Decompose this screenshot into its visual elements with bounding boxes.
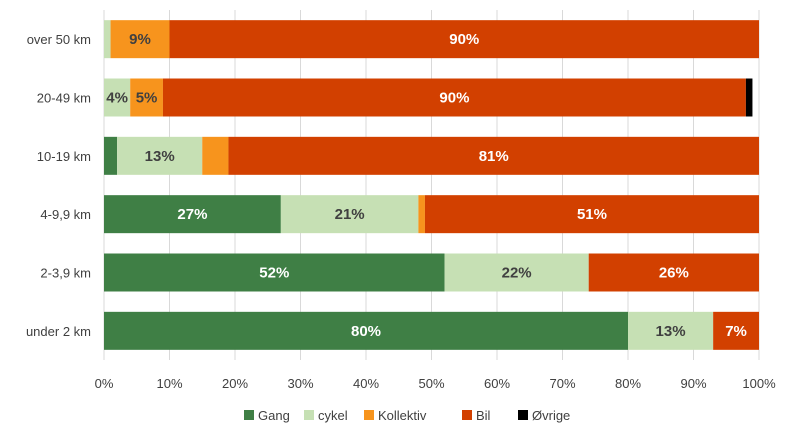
bar-segment bbox=[104, 253, 445, 292]
data-label: 27% bbox=[177, 206, 207, 223]
bar-segment bbox=[104, 78, 131, 117]
bar-segment bbox=[110, 20, 170, 59]
bar-segment bbox=[130, 78, 163, 117]
data-label: 13% bbox=[656, 323, 686, 340]
bar-segment bbox=[162, 78, 746, 117]
legend-label: Kollektiv bbox=[378, 408, 427, 423]
x-tick-label: 20% bbox=[222, 376, 248, 391]
category-label: over 50 km bbox=[27, 32, 91, 47]
data-label: 51% bbox=[577, 206, 607, 223]
x-tick-label: 100% bbox=[742, 376, 776, 391]
x-tick-label: 30% bbox=[287, 376, 313, 391]
bar-segment bbox=[228, 136, 759, 175]
x-tick-label: 80% bbox=[615, 376, 641, 391]
bar-segment bbox=[444, 253, 589, 292]
data-label: 22% bbox=[502, 265, 532, 282]
data-label: 81% bbox=[479, 148, 509, 165]
legend-swatch bbox=[304, 410, 314, 420]
bar-segment bbox=[418, 195, 425, 234]
bar-segment bbox=[104, 20, 111, 59]
data-label: 26% bbox=[659, 265, 689, 282]
x-tick-label: 0% bbox=[95, 376, 114, 391]
bar-segment bbox=[104, 136, 118, 175]
bar-segment bbox=[169, 20, 759, 59]
category-label: under 2 km bbox=[26, 324, 91, 339]
data-label: 21% bbox=[335, 206, 365, 223]
legend-label: cykel bbox=[318, 408, 348, 423]
x-tick-label: 90% bbox=[680, 376, 706, 391]
category-labels: over 50 km 20-49 km 10-19 km 4-9,9 km 2-3,9 … bbox=[26, 32, 91, 339]
legend-swatch bbox=[518, 410, 528, 420]
legend-label: Bil bbox=[476, 408, 491, 423]
category-label: 2-3,9 km bbox=[40, 266, 91, 281]
data-label: 13% bbox=[145, 148, 175, 165]
category-label: 10-19 km bbox=[37, 149, 91, 164]
x-tick-label: 70% bbox=[549, 376, 575, 391]
data-label: 90% bbox=[449, 31, 479, 48]
data-label: 80% bbox=[351, 323, 381, 340]
category-label: 4-9,9 km bbox=[40, 207, 91, 222]
data-label: 52% bbox=[259, 265, 289, 282]
data-label: 7% bbox=[725, 323, 747, 340]
category-label: 20-49 km bbox=[37, 91, 91, 106]
x-tick-label: 50% bbox=[418, 376, 444, 391]
legend-label: Gang bbox=[258, 408, 290, 423]
bar-segment bbox=[104, 311, 628, 350]
x-tick-label: 60% bbox=[484, 376, 510, 391]
legend-swatch bbox=[364, 410, 374, 420]
legend-swatch bbox=[462, 410, 472, 420]
x-tick-label: 10% bbox=[156, 376, 182, 391]
data-label: 4% bbox=[106, 90, 128, 107]
legend-label: Øvrige bbox=[532, 408, 570, 423]
bars bbox=[104, 20, 759, 350]
data-label: 90% bbox=[439, 90, 469, 107]
legend-swatch bbox=[244, 410, 254, 420]
data-labels: 9% 90% 4% 5% 90% 13% 81% 27% 21% 51% 52% 22% 26% 80% 1… bbox=[106, 31, 747, 340]
bar-segment bbox=[713, 311, 759, 350]
bar-segment bbox=[104, 195, 281, 234]
data-label: 9% bbox=[129, 31, 151, 48]
bar-segment bbox=[628, 311, 714, 350]
bar-segment bbox=[117, 136, 203, 175]
x-tick-label: 40% bbox=[353, 376, 379, 391]
grid-lines bbox=[103, 10, 760, 360]
x-axis-ticks: 0% 10% 20% 30% 40% 50% 60% 70% 80% 90% 100% bbox=[95, 376, 776, 391]
bar-segment bbox=[280, 195, 419, 234]
bar-segment bbox=[424, 195, 759, 234]
bar-segment bbox=[202, 136, 229, 175]
data-label: 5% bbox=[136, 90, 158, 107]
bar-segment bbox=[745, 78, 753, 117]
legend: Gang cykel Kollektiv Bil Øvrige bbox=[244, 408, 570, 423]
bar-segment bbox=[588, 253, 759, 292]
